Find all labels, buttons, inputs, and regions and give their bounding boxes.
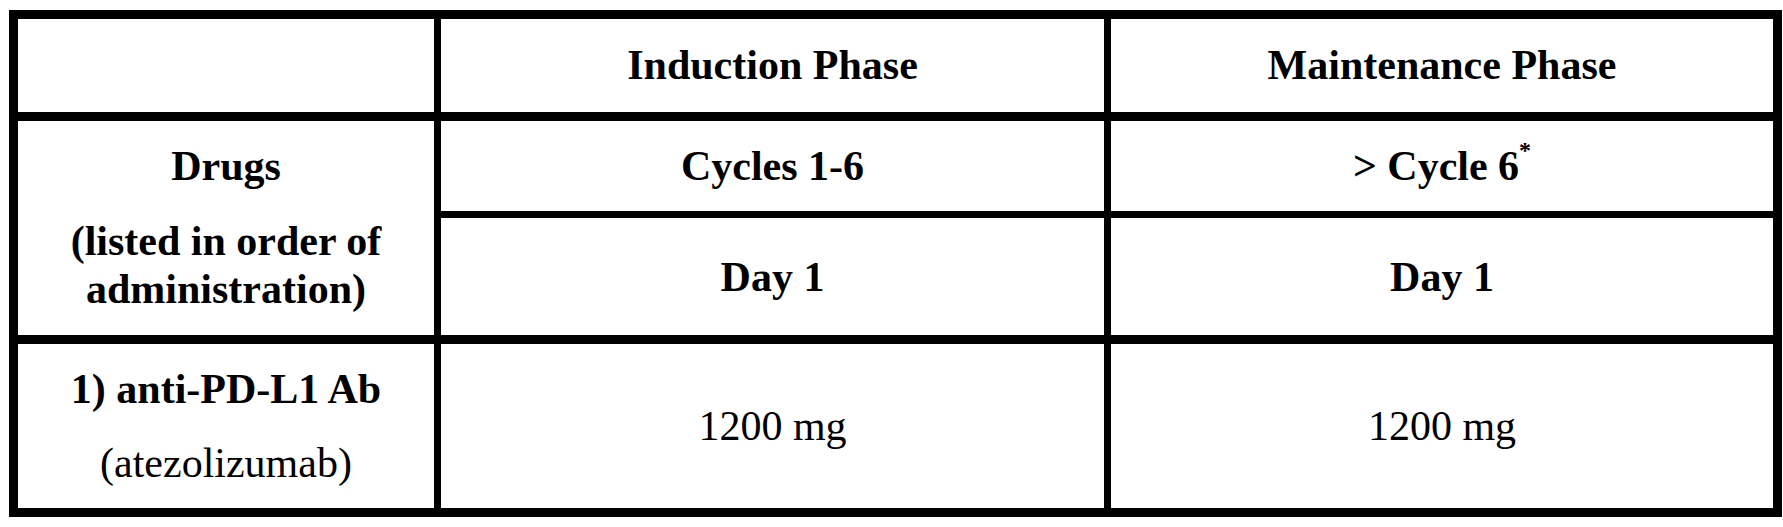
- phase-header-row: Induction Phase Maintenance Phase: [14, 15, 1778, 117]
- footnote-asterisk-marker: *: [1519, 137, 1531, 163]
- maintenance-cycles-label: > Cycle 6: [1353, 143, 1519, 189]
- drug-row: 1) anti-PD-L1 Ab (atezolizumab) 1200 mg …: [14, 340, 1778, 513]
- maintenance-cycles-cell: > Cycle 6*: [1108, 116, 1778, 215]
- drug-generic-name: (atezolizumab): [30, 439, 422, 487]
- drug-name-cell: 1) anti-PD-L1 Ab (atezolizumab): [14, 340, 438, 513]
- maintenance-day-cell: Day 1: [1108, 215, 1778, 340]
- corner-cell: [14, 15, 438, 117]
- dosing-schedule-table-container: Induction Phase Maintenance Phase Drugs …: [9, 10, 1782, 517]
- dosing-schedule-table: Induction Phase Maintenance Phase Drugs …: [9, 10, 1782, 517]
- induction-cycles-cell: Cycles 1-6: [438, 116, 1108, 215]
- cycles-row: Drugs (listed in order of administration…: [14, 116, 1778, 215]
- induction-day-cell: Day 1: [438, 215, 1108, 340]
- induction-phase-header: Induction Phase: [438, 15, 1108, 117]
- induction-dose-cell: 1200 mg: [438, 340, 1108, 513]
- drug-name: 1) anti-PD-L1 Ab: [30, 365, 422, 413]
- maintenance-phase-header: Maintenance Phase: [1108, 15, 1778, 117]
- drugs-subtitle: (listed in order of administration): [30, 217, 422, 314]
- drugs-column-header: Drugs (listed in order of administration…: [14, 116, 438, 340]
- drugs-title: Drugs: [30, 142, 422, 190]
- maintenance-dose-cell: 1200 mg: [1108, 340, 1778, 513]
